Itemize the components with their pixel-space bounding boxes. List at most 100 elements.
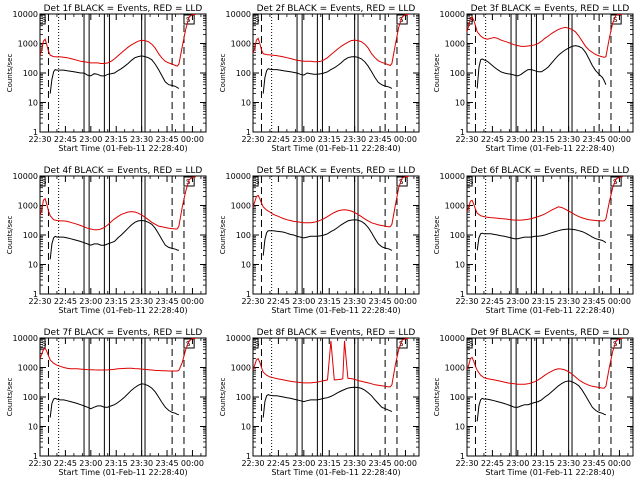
x-tick-label: 23:45	[156, 459, 179, 468]
x-tick-label: 22:30	[455, 135, 478, 144]
y-tick-label: 100	[236, 231, 251, 240]
x-tick-label: 22:45	[54, 135, 77, 144]
y-tick-label: 1000	[18, 40, 38, 49]
x-axis-label: Start Time (01-Feb-11 22:28:40)	[58, 468, 187, 477]
panel-title: Det 7f BLACK = Events, RED = LLD	[44, 328, 203, 338]
marker-box	[396, 14, 408, 25]
x-tick-label: 22:30	[455, 459, 478, 468]
x-tick-label: 23:00	[79, 135, 102, 144]
y-axis-label: Counts/sec	[433, 54, 441, 93]
series-lld-line	[467, 338, 623, 389]
series-events-line	[476, 380, 607, 422]
y-tick-label: 1000	[445, 202, 465, 211]
panel-title: Det 8f BLACK = Events, RED = LLD	[257, 328, 416, 338]
series-events-line	[49, 219, 180, 260]
series-lld-line	[40, 14, 196, 67]
marker-box	[610, 338, 622, 349]
x-tick-label: 23:30	[130, 297, 153, 306]
y-tick-label: 1	[246, 452, 251, 461]
y-tick-label: 1	[33, 128, 38, 137]
event-markers	[47, 176, 185, 294]
x-tick-label: 22:30	[241, 297, 264, 306]
series-lld-line	[40, 338, 196, 372]
y-tick-label: 1	[460, 128, 465, 137]
x-tick-label: 23:15	[532, 297, 555, 306]
x-tick-label: 22:45	[481, 135, 504, 144]
marker-label: S	[255, 340, 260, 348]
event-markers	[47, 338, 185, 456]
x-tick-label: 23:30	[557, 135, 580, 144]
series-group	[40, 338, 196, 418]
y-tick-label: 100	[450, 69, 465, 78]
marker-label: S	[42, 178, 47, 186]
x-tick-label: 23:00	[79, 297, 102, 306]
y-tick-label: 1000	[231, 364, 251, 373]
y-tick-label: 1	[33, 452, 38, 461]
marker-label: S	[399, 178, 404, 186]
marker-box	[39, 176, 46, 187]
y-tick-label: 10000	[440, 334, 465, 343]
x-tick-label: 23:15	[318, 135, 341, 144]
panel-3: 1 10 100 1000 10000 22:30 22:45 23:00 23:15 23:30…	[433, 4, 634, 153]
x-axis-label: Start Time (01-Feb-11 22:28:40)	[485, 306, 614, 315]
x-tick-label: 23:30	[130, 459, 153, 468]
x-tick-label: 23:30	[343, 135, 366, 144]
series-events-line	[262, 386, 393, 418]
y-axis-label: Counts/sec	[6, 378, 14, 417]
y-tick-label: 10000	[13, 172, 38, 181]
x-tick-label: 22:30	[28, 297, 51, 306]
marker-label: S	[613, 178, 618, 186]
panel-7: 1 10 100 1000 10000 22:30 22:45 23:00 23:15 23:30…	[6, 328, 207, 477]
series-group	[253, 14, 409, 94]
marker-box	[610, 176, 622, 187]
y-tick-label: 100	[23, 231, 38, 240]
panel-2: 1 10 100 1000 10000 22:30 22:45 23:00 23:15 23:30…	[219, 4, 420, 153]
x-tick-label: 23:30	[343, 459, 366, 468]
x-tick-label: 00:00	[181, 135, 204, 144]
series-group	[467, 338, 623, 422]
x-tick-label: 23:45	[156, 135, 179, 144]
x-tick-label: 00:00	[608, 297, 631, 306]
y-tick-label: 10	[241, 423, 251, 432]
y-tick-label: 10000	[440, 10, 465, 19]
x-tick-label: 22:30	[455, 297, 478, 306]
panel-title: Det 3f BLACK = Events, RED = LLD	[471, 4, 630, 14]
marker-label: S	[42, 16, 47, 24]
panel-title: Det 9f BLACK = Events, RED = LLD	[471, 328, 630, 338]
series-group	[40, 176, 196, 260]
x-tick-label: 23:15	[318, 459, 341, 468]
y-tick-label: 1000	[18, 202, 38, 211]
y-tick-label: 100	[236, 393, 251, 402]
x-tick-label: 22:30	[241, 135, 264, 144]
series-group	[467, 176, 623, 251]
x-tick-label: 00:00	[394, 459, 417, 468]
panel-4: 1 10 100 1000 10000 22:30 22:45 23:00 23:15 23:30…	[6, 166, 207, 315]
y-tick-label: 100	[236, 69, 251, 78]
y-axis-label: Counts/sec	[219, 216, 227, 255]
x-tick-label: 00:00	[394, 297, 417, 306]
x-tick-label: 22:45	[267, 135, 290, 144]
marker-box	[183, 338, 195, 349]
series-events-line	[476, 228, 607, 251]
y-tick-label: 100	[23, 393, 38, 402]
marker-label: S	[469, 16, 474, 24]
x-tick-label: 22:30	[28, 459, 51, 468]
panel-title: Det 2f BLACK = Events, RED = LLD	[257, 4, 416, 14]
marker-label: S	[186, 340, 191, 348]
series-group	[467, 14, 623, 89]
x-tick-label: 23:15	[105, 459, 128, 468]
event-markers	[474, 338, 612, 456]
x-tick-label: 23:00	[79, 459, 102, 468]
series-events-line	[476, 45, 607, 89]
x-tick-label: 22:30	[28, 135, 51, 144]
y-axis-label: Counts/sec	[433, 216, 441, 255]
marker-box	[252, 14, 259, 25]
y-tick-label: 10	[28, 261, 38, 270]
y-tick-label: 10000	[13, 10, 38, 19]
marker-label: S	[399, 340, 404, 348]
x-tick-label: 00:00	[608, 135, 631, 144]
y-tick-label: 1	[460, 290, 465, 299]
x-tick-label: 23:15	[532, 459, 555, 468]
y-tick-label: 10000	[226, 172, 251, 181]
